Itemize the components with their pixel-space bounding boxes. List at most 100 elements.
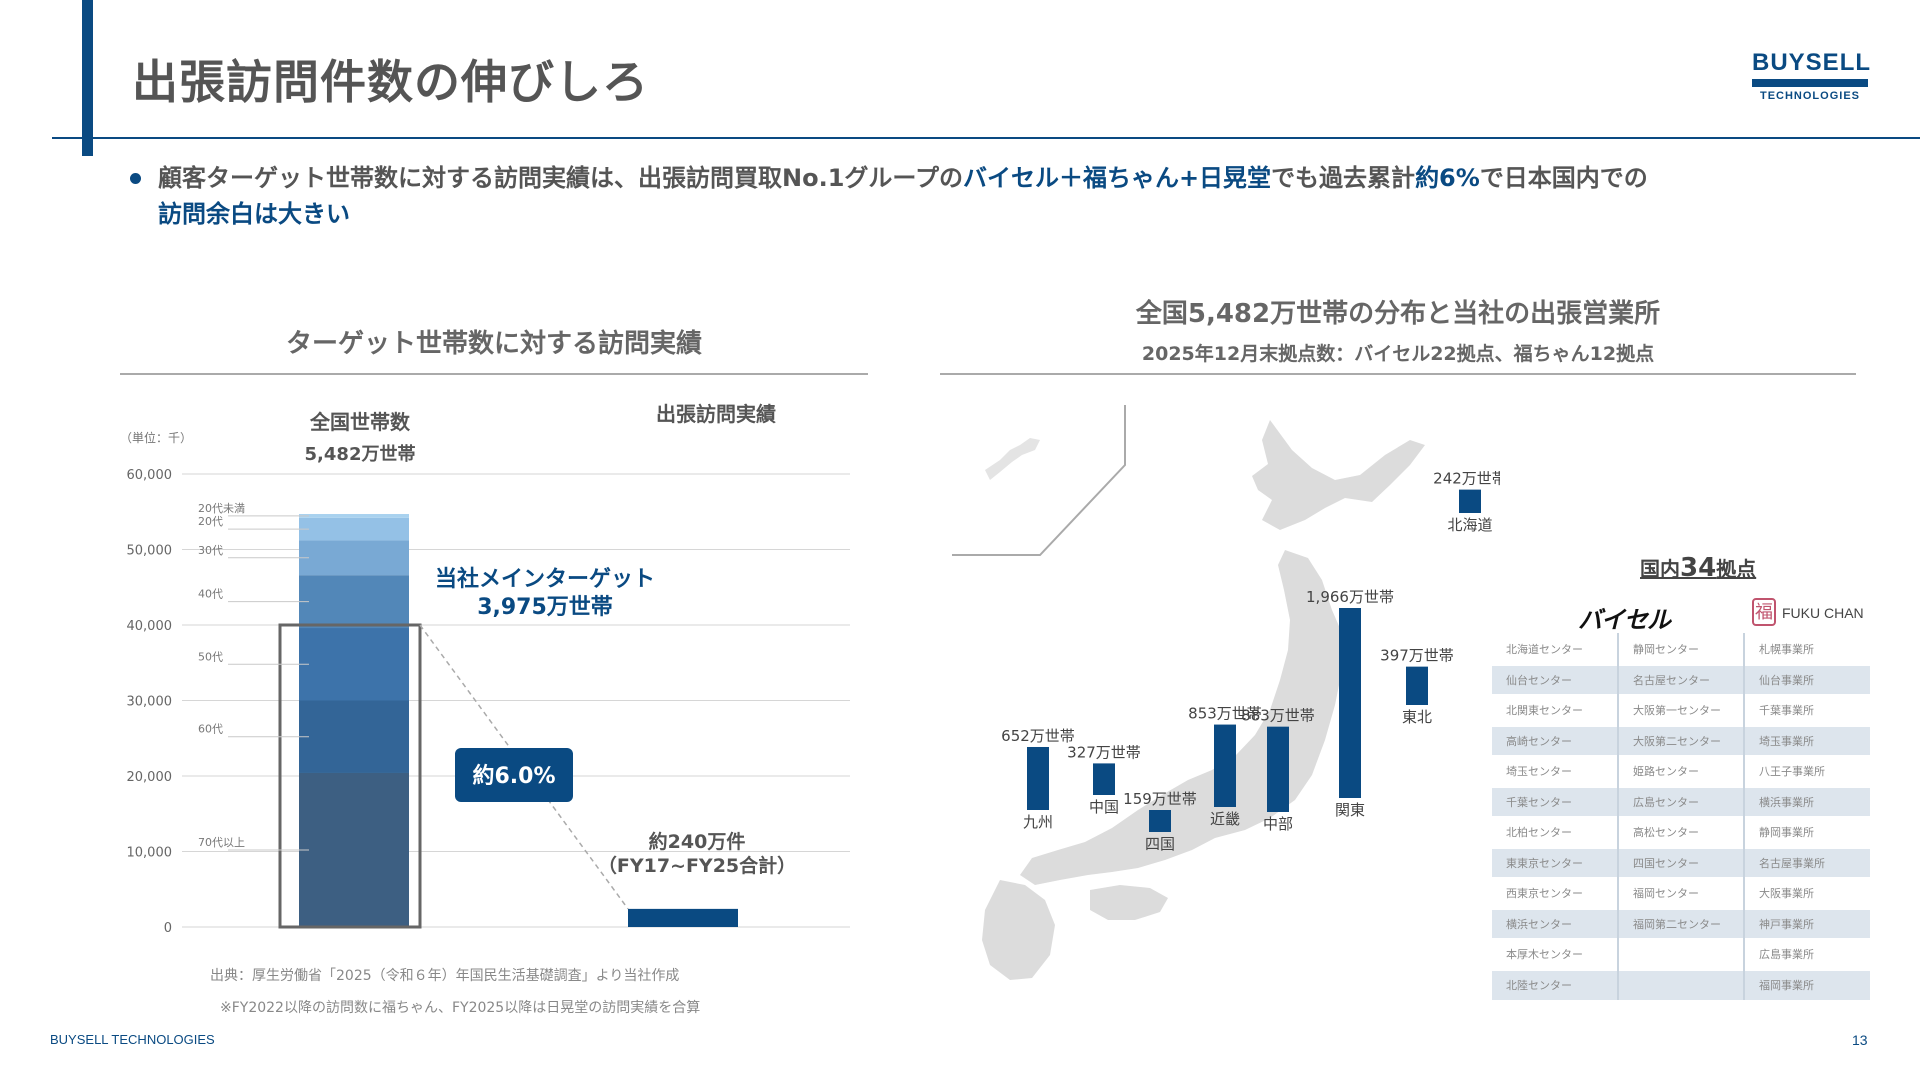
region-value-label: 327万世帯 (1067, 743, 1141, 761)
segment-label: 50代 (198, 650, 223, 663)
visits-note: ※FY2022以降の訪問数に福ちゃん、FY2025以降は日晃堂の訪問実績を合算 (220, 1000, 700, 1016)
branch-row: 西東京センター 福岡センター 大阪事業所 (1492, 878, 1870, 909)
segment-label: 30代 (198, 544, 223, 557)
inset-divider-line (952, 405, 1126, 556)
branch-cell: 北陸センター (1492, 969, 1619, 1000)
region-value-label: 652万世帯 (1001, 727, 1075, 745)
col1-value: 5,482万世帯 (305, 443, 416, 465)
ratio-badge-text: 約6.0% (472, 763, 555, 789)
chart-y-ticks: 0 10,000 20,000 30,000 40,000 50,000 60,000 (127, 468, 173, 936)
ratio-badge-bg (455, 748, 573, 802)
branch-cell: 姫路センター (1618, 756, 1745, 787)
bullet-text-2: でも過去累計 (1271, 164, 1416, 192)
region-name-label: 九州 (1023, 813, 1053, 831)
stack-segment-bar (299, 575, 409, 629)
branch-cell (1618, 939, 1745, 970)
branch-cell: 八王子事業所 (1759, 765, 1825, 779)
branch-row: 高崎センター 大阪第二センター 埼玉事業所 (1492, 725, 1870, 756)
branch-cell: 静岡センター (1618, 634, 1745, 665)
right-section-subtitle: 2025年12月末拠点数：バイセル22拠点、福ちゃん12拠点 (1141, 343, 1655, 365)
region-bar (1406, 666, 1428, 705)
y-tick-label: 20,000 (127, 770, 173, 785)
branch-cell: 西東京センター (1492, 878, 1619, 909)
branch-cell: 埼玉事業所 (1744, 725, 1870, 756)
visits-bar (628, 908, 738, 927)
branch-cell: 名古屋事業所 (1744, 847, 1870, 878)
region-name-label: 関東 (1335, 801, 1365, 819)
region-bar (1267, 726, 1289, 812)
branch-cell: 千葉センター (1492, 786, 1619, 817)
region-name-label: 中国 (1089, 798, 1119, 816)
branch-table: 北海道センター 静岡センター 札幌事業所 仙台センター 名古屋センター 仙台事業所 北関東セ… (1492, 633, 1870, 1000)
target-chart: 0 10,000 20,000 30,000 40,000 50,000 60,000 70… (120, 402, 850, 1016)
col1-label: 全国世帯数 (309, 410, 411, 434)
branch-cell: 大阪事業所 (1759, 887, 1814, 901)
footer-company: BUYSELL TECHNOLOGIES (50, 1032, 215, 1047)
right-section-rule (940, 373, 1856, 375)
bullet-highlight-group: バイセル＋福ちゃん+日晃堂 (962, 164, 1272, 192)
stack-segment-bar (299, 628, 409, 701)
region-name-label: 近畿 (1210, 810, 1240, 828)
branch-cell (1618, 969, 1745, 1000)
branch-cell: 名古屋センター (1618, 664, 1745, 695)
branch-row: 北陸センター 福岡事業所 (1492, 969, 1870, 1000)
bullet-highlight-margin: 訪問余白は大きい (158, 200, 350, 228)
segment-label: 70代以上 (198, 836, 245, 849)
region-value-label: 242万世帯 (1433, 470, 1500, 488)
bullet-highlight-ratio: 約6% (1415, 164, 1480, 192)
y-tick-label: 60,000 (127, 468, 173, 483)
ratio-badge: 約6.0% (455, 748, 573, 802)
region-name-label: 東北 (1402, 708, 1432, 726)
right-section-title: 全国5,482万世帯の分布と当社の出張営業所 (1135, 299, 1661, 329)
region-bar (1149, 810, 1171, 832)
branch-row: 北関東センター 大阪第一センター 千葉事業所 (1492, 695, 1870, 726)
branch-cell: 神戸事業所 (1744, 908, 1870, 939)
branch-cell: 本厚木センター (1492, 939, 1619, 970)
branch-row: 本厚木センター 広島事業所 (1492, 939, 1870, 970)
branch-cell: 静岡事業所 (1759, 826, 1814, 840)
region-name-label: 北海道 (1447, 516, 1492, 534)
fukuchan-brand-logo: FUKU CHAN (1782, 605, 1864, 621)
bullet-text-3: で日本国内での (1479, 164, 1648, 192)
buysell-brand-logo: バイセル (1578, 607, 1671, 634)
branch-row: 埼玉センター 姫路センター 八王子事業所 (1492, 756, 1870, 787)
stack-segment-bar (299, 517, 409, 541)
region-name-label: 中部 (1263, 815, 1293, 833)
left-section-title: ターゲット世帯数に対する訪問実績 (285, 329, 702, 359)
region-bar (1027, 746, 1049, 810)
branch-row: 北海道センター 静岡センター 札幌事業所 (1492, 634, 1870, 665)
y-tick-label: 10,000 (127, 846, 173, 861)
branch-row: 東東京センター 四国センター 名古屋事業所 (1492, 847, 1870, 878)
segment-label: 60代 (198, 723, 223, 736)
title-divider (52, 137, 1920, 139)
region-value-label: 883万世帯 (1241, 707, 1315, 725)
branch-cell: 札幌事業所 (1759, 643, 1814, 657)
branch-count-label: 国内34拠点 (1640, 553, 1756, 583)
branch-cell: 仙台事業所 (1744, 664, 1870, 695)
branch-cell: 北関東センター (1492, 695, 1619, 726)
shikoku-shape (1090, 885, 1168, 920)
y-tick-label: 0 (164, 921, 172, 936)
segment-label: 20代未満 (198, 502, 245, 515)
page-title: 出張訪問件数の伸びしろ (132, 55, 649, 109)
fukuchan-logo-icon: 福 (1752, 598, 1776, 626)
branch-cell: 福岡第二センター (1618, 908, 1745, 939)
kyushu-shape (982, 880, 1055, 980)
branch-cell: 大阪第一センター (1618, 695, 1745, 726)
main-target-value: 3,975万世帯 (477, 594, 613, 620)
branch-cell: 四国センター (1618, 847, 1745, 878)
branch-cell: 広島事業所 (1759, 948, 1814, 962)
branch-cell: 高松センター (1618, 817, 1745, 848)
main-target-highlight-box (278, 623, 422, 929)
accent-bar (82, 0, 93, 156)
region-value-label: 159万世帯 (1123, 790, 1197, 808)
source-note: 出典：厚生労働省「2025（令和６年）年国民生活基礎調査」より当社作成 (210, 967, 679, 984)
bullet-text-1: 顧客ターゲット世帯数に対する訪問実績は、出張訪問買取No.1グループの (158, 164, 963, 192)
branch-count-number: 34 (1680, 553, 1717, 583)
branch-row: 北柏センター 高松センター 静岡事業所 (1492, 817, 1870, 848)
region-bar (1093, 763, 1115, 795)
branch-cell: 福岡センター (1618, 878, 1745, 909)
region-name-label: 四国 (1145, 835, 1175, 853)
